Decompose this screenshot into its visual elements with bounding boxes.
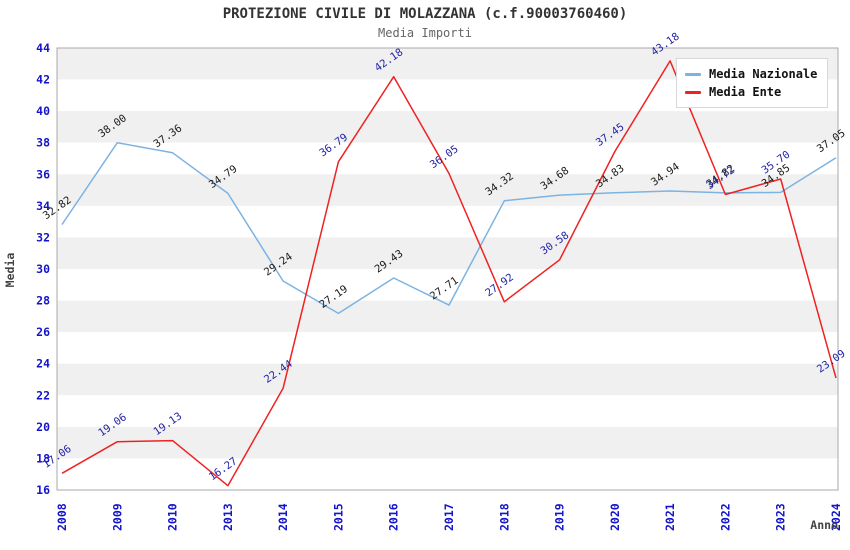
y-tick-label: 40 <box>36 104 50 118</box>
y-tick-label: 28 <box>36 294 50 308</box>
y-tick-label: 36 <box>36 167 50 181</box>
plot-band <box>57 363 838 396</box>
legend-item-media-ente: Media Ente <box>685 83 817 101</box>
y-tick-label: 44 <box>36 41 50 55</box>
y-tick-label: 34 <box>36 199 50 213</box>
legend-label-media-ente: Media Ente <box>709 85 782 99</box>
x-tick-label: 2022 <box>718 503 732 531</box>
x-tick-label: 2014 <box>276 503 290 531</box>
y-tick-label: 18 <box>36 451 50 465</box>
x-tick-label: 2021 <box>663 503 677 531</box>
x-tick-label: 2010 <box>166 503 180 531</box>
y-tick-label: 26 <box>36 325 50 339</box>
plot-band <box>57 458 838 490</box>
legend-label-media-nazionale: Media Nazionale <box>709 67 818 81</box>
x-tick-label: 2024 <box>829 503 843 531</box>
x-tick-label: 2008 <box>55 503 69 531</box>
chart-subtitle: Media Importi <box>378 26 472 40</box>
plot-band <box>57 269 838 301</box>
x-tick-label: 2023 <box>774 503 788 531</box>
y-tick-label: 30 <box>36 262 50 276</box>
x-tick-label: 2017 <box>442 503 456 531</box>
plot-band <box>57 332 838 364</box>
plot-band <box>57 237 838 269</box>
x-tick-label: 2020 <box>608 503 622 531</box>
y-tick-label: 32 <box>36 230 50 244</box>
plot-border <box>56 47 839 491</box>
x-tick-label: 2015 <box>331 503 345 531</box>
y-tick-label: 20 <box>36 420 50 434</box>
x-tick-label: 2019 <box>553 503 567 531</box>
y-tick-label: 38 <box>36 136 50 150</box>
y-axis-title: Media <box>3 253 17 288</box>
plot-band <box>57 300 838 333</box>
media-nazionale-line <box>61 141 837 315</box>
plot-band <box>57 205 838 238</box>
y-tick-label: 22 <box>36 388 50 402</box>
x-tick-label: 2013 <box>221 503 235 531</box>
media-ente-line <box>61 60 837 487</box>
chart-title: PROTEZIONE CIVILE DI MOLAZZANA (c.f.9000… <box>222 6 628 22</box>
media-ente-swatch-icon <box>685 90 701 94</box>
x-tick-label: 2018 <box>497 503 511 531</box>
x-axis-title: Anno <box>810 518 838 532</box>
plot-band <box>57 174 838 206</box>
plot-band <box>57 395 838 427</box>
plot-band <box>57 111 838 143</box>
plot-band <box>57 142 838 175</box>
media-nazionale-swatch-icon <box>685 72 701 76</box>
legend-item-media-nazionale: Media Nazionale <box>685 65 817 83</box>
x-tick-label: 2009 <box>110 503 124 531</box>
y-tick-label: 24 <box>36 357 50 371</box>
y-tick-label: 42 <box>36 73 50 87</box>
legend: Media Nazionale Media Ente <box>676 58 829 108</box>
y-tick-label: 16 <box>36 483 50 497</box>
x-tick-label: 2016 <box>387 503 401 531</box>
